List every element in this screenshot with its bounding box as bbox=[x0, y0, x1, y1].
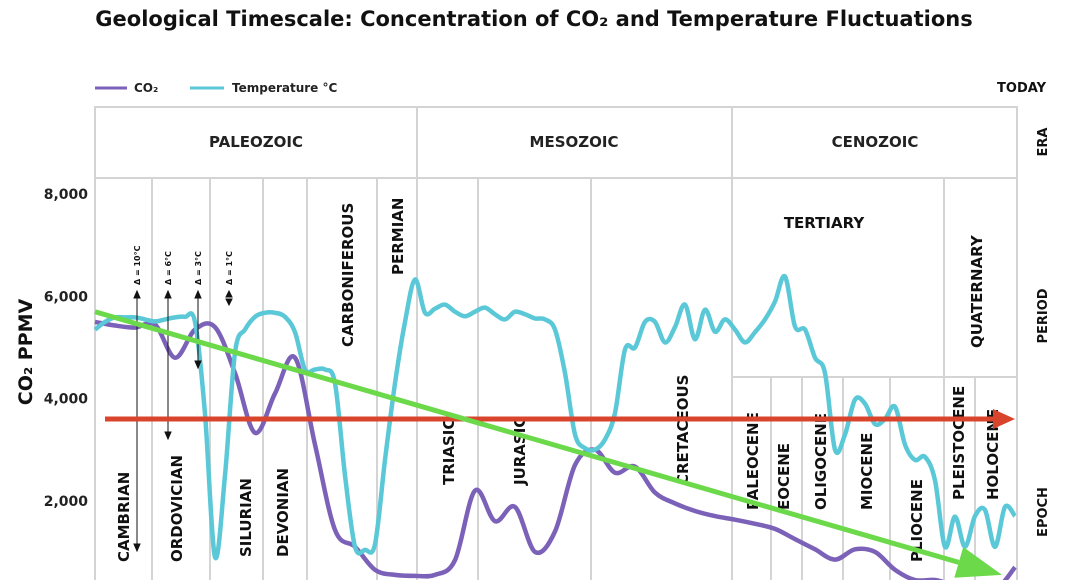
epoch-paleocene: PALEOCENE bbox=[744, 412, 762, 510]
period-silurian: SILURIAN bbox=[237, 478, 255, 557]
era-paleozoic: PALEOZOIC bbox=[209, 133, 303, 151]
legend-temp-label: Temperature °C bbox=[232, 81, 337, 95]
period-devonian: DEVONIAN bbox=[274, 468, 292, 557]
y-tick-label: 2,000 bbox=[44, 494, 89, 510]
temperature-series-line bbox=[93, 273, 1017, 561]
y-tick-label: 8,000 bbox=[44, 187, 89, 203]
delta-label-10c: Δ = 10°C bbox=[133, 245, 142, 285]
period-quaternary: QUATERNARY bbox=[968, 234, 986, 348]
era-mesozoic: MESOZOIC bbox=[530, 133, 619, 151]
chart-title: Geological Timescale: Concentration of C… bbox=[95, 7, 972, 31]
y-tick-label: 4,000 bbox=[44, 392, 89, 408]
period-carboniferous: CARBONIFEROUS bbox=[339, 203, 357, 347]
today-label: TODAY bbox=[997, 81, 1047, 96]
epoch-pleistocene: PLEISTOCENE bbox=[950, 386, 968, 500]
epoch-pliocene: PLIOCENE bbox=[908, 479, 926, 562]
epoch-oligocene: OLIGOCENE bbox=[812, 413, 830, 510]
legend-co2-label: CO₂ bbox=[134, 81, 158, 95]
period-tertiary: TERTIARY bbox=[784, 214, 866, 232]
period-permian: PERMIAN bbox=[389, 198, 407, 275]
period-ordovician: ORDOVICIAN bbox=[168, 455, 186, 562]
legend: CO₂ Temperature °C bbox=[95, 81, 337, 95]
green-trend-arrow-line bbox=[94, 309, 960, 565]
y-tick-label: 6,000 bbox=[44, 289, 89, 305]
timescale-grid bbox=[94, 106, 1018, 580]
period-triasic: TRIASIC bbox=[440, 419, 458, 485]
delta-label-1c: Δ = 1°C bbox=[225, 251, 234, 285]
row-label-era: ERA bbox=[1036, 128, 1051, 157]
delta-label-6c: Δ = 6°C bbox=[164, 251, 173, 285]
row-label-period: PERIOD bbox=[1036, 288, 1051, 343]
co2-series-line bbox=[94, 319, 1017, 580]
epoch-eocene: EOCENE bbox=[775, 443, 793, 510]
period-jurasic: JURASIC bbox=[511, 417, 529, 486]
era-cenozoic: CENOZOIC bbox=[832, 133, 919, 151]
y-axis-label: CO₂ PPMV bbox=[15, 298, 37, 405]
period-cambrian: CAMBRIAN bbox=[115, 472, 133, 562]
delta-label-3c: Δ = 3°C bbox=[194, 251, 203, 285]
row-label-epoch: EPOCH bbox=[1036, 487, 1051, 537]
red-arrowhead bbox=[993, 409, 1015, 430]
epoch-miocene: MIOCENE bbox=[858, 433, 876, 510]
period-cretaceous: CRETACEOUS bbox=[674, 375, 692, 485]
green-arrowhead bbox=[954, 546, 1002, 578]
delta-annotations bbox=[133, 289, 233, 553]
epoch-holocene: HOLOCENE bbox=[984, 409, 1002, 500]
